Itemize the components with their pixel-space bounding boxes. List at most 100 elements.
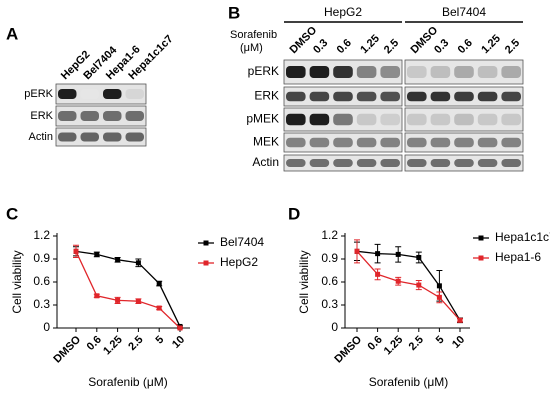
blot-band xyxy=(103,111,122,121)
blot-background xyxy=(55,105,147,127)
y-tick-label: 0.3 xyxy=(33,297,50,311)
legend-label: Hepa1c1c7 xyxy=(495,230,550,244)
blot-background xyxy=(55,83,147,105)
blot-band xyxy=(380,113,400,126)
data-point xyxy=(156,281,162,287)
group-label: Bel7404 xyxy=(442,5,486,19)
blot-band xyxy=(125,132,144,142)
blot-band xyxy=(103,132,122,142)
data-point xyxy=(73,248,79,254)
legend-marker xyxy=(203,260,209,266)
x-tick-label: 1.25 xyxy=(101,334,125,358)
blot-band xyxy=(501,66,521,78)
blot-band xyxy=(80,111,99,121)
y-axis-label: Cell viability xyxy=(297,250,311,313)
panel-letter: D xyxy=(288,204,300,223)
blot-band xyxy=(58,132,77,142)
x-tick-label: 10 xyxy=(170,334,187,351)
blot-band xyxy=(125,89,144,99)
blot-band xyxy=(356,91,377,102)
blot-band xyxy=(430,137,451,148)
blot-band xyxy=(501,113,521,126)
blot-band xyxy=(501,159,521,167)
blot-band xyxy=(333,137,353,148)
x-tick-label: 10 xyxy=(450,334,467,351)
legend-label: Hepa1-6 xyxy=(495,250,541,264)
x-tick-label: 5 xyxy=(434,334,447,347)
data-point xyxy=(416,254,422,260)
blot-band xyxy=(380,159,400,167)
blot-band xyxy=(103,89,122,99)
blot-band xyxy=(407,137,427,148)
row-label: Actin xyxy=(29,131,53,143)
blot-band xyxy=(477,91,498,102)
blot-band xyxy=(380,66,400,78)
group-label: HepG2 xyxy=(324,5,362,19)
y-tick-label: 0 xyxy=(43,320,50,334)
blot-band xyxy=(477,66,498,78)
blot-band xyxy=(333,159,353,167)
blot-band xyxy=(477,113,498,126)
y-tick-label: 0 xyxy=(331,320,338,334)
x-axis-label: Sorafenib (μM) xyxy=(88,375,168,389)
data-point xyxy=(115,297,121,303)
blot-band xyxy=(58,89,77,99)
blot-band xyxy=(454,66,474,78)
blot-band xyxy=(309,159,330,167)
data-point xyxy=(375,271,381,277)
data-point xyxy=(94,251,100,257)
data-point xyxy=(457,317,463,323)
panel-letter: B xyxy=(228,3,240,22)
blot-band xyxy=(309,66,330,78)
treatment-label: Sorafenib xyxy=(230,29,277,41)
y-tick-label: 0.6 xyxy=(33,274,50,288)
blot-band xyxy=(80,132,99,142)
y-tick-label: 1.2 xyxy=(33,228,50,242)
blot-band xyxy=(454,113,474,126)
data-point xyxy=(436,283,442,289)
data-point xyxy=(395,278,401,284)
data-point xyxy=(177,325,183,331)
blot-band xyxy=(454,91,474,102)
lane-label: 1.25 xyxy=(358,33,382,57)
blot-band xyxy=(309,91,330,102)
y-tick-label: 0.6 xyxy=(321,274,338,288)
legend-label: HepG2 xyxy=(220,255,258,269)
blot-band xyxy=(477,137,498,148)
blot-band xyxy=(286,113,306,126)
blot-band xyxy=(58,111,77,121)
row-label: ERK xyxy=(254,89,279,103)
blot-band xyxy=(380,91,400,102)
blot-band xyxy=(356,137,377,148)
legend-label: Bel7404 xyxy=(220,235,264,249)
blot-background xyxy=(55,127,147,147)
blot-band xyxy=(286,91,306,102)
x-tick-label: DMSO xyxy=(332,333,364,365)
y-axis-label: Cell viability xyxy=(10,250,24,313)
data-point xyxy=(135,298,141,304)
legend-marker xyxy=(478,255,484,261)
blot-band xyxy=(407,113,427,126)
blot-band xyxy=(501,91,521,102)
panel-letter: A xyxy=(6,24,18,43)
row-label: ERK xyxy=(30,110,53,122)
lane-label: 0.3 xyxy=(311,37,330,56)
y-tick-label: 1.2 xyxy=(321,228,338,242)
blot-band xyxy=(430,113,451,126)
row-label: pERK xyxy=(248,64,279,78)
blot-band xyxy=(333,113,353,126)
series-line xyxy=(75,251,181,329)
data-point xyxy=(436,294,442,300)
series-line xyxy=(75,250,181,327)
legend-marker xyxy=(478,235,484,241)
series-line xyxy=(356,250,461,321)
blot-band xyxy=(333,91,353,102)
data-point xyxy=(115,257,121,263)
x-tick-label: 2.5 xyxy=(126,334,145,353)
y-tick-label: 0.3 xyxy=(321,297,338,311)
legend-marker xyxy=(203,240,209,246)
data-point xyxy=(354,248,360,254)
y-tick-label: 0.9 xyxy=(321,251,338,265)
lane-label: 0.3 xyxy=(432,37,451,56)
